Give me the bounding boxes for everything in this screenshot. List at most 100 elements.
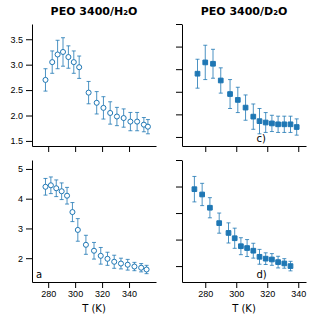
plot-area bbox=[43, 38, 150, 134]
x-tick-label: 280 bbox=[198, 289, 213, 299]
error-bar bbox=[233, 228, 237, 248]
point bbox=[270, 121, 275, 126]
error-bar bbox=[101, 97, 105, 119]
point bbox=[59, 189, 64, 194]
x-tick-label: 280 bbox=[41, 289, 56, 299]
plot-area bbox=[192, 176, 293, 270]
y-tick: 5 bbox=[18, 164, 32, 174]
error-bar bbox=[203, 45, 207, 79]
x-axis: 280300320340 bbox=[183, 282, 307, 299]
error-bar bbox=[92, 242, 96, 259]
error-bar bbox=[135, 112, 139, 130]
point bbox=[139, 265, 144, 270]
x-tick: 320 bbox=[95, 282, 110, 299]
x-axis bbox=[183, 146, 307, 152]
panel-label: d) bbox=[256, 269, 266, 280]
error-bar bbox=[251, 104, 255, 129]
error-bar bbox=[146, 120, 150, 134]
y-tick bbox=[176, 187, 182, 188]
title: PEO 3400/H₂O bbox=[51, 5, 138, 18]
x-tick-mark bbox=[129, 282, 130, 288]
y-tick-mark bbox=[26, 90, 32, 91]
x-tick-mark bbox=[267, 146, 268, 152]
x-axis-line bbox=[183, 146, 307, 147]
y-tick-mark bbox=[176, 266, 182, 267]
y-tick bbox=[176, 240, 182, 241]
y-tick-mark bbox=[176, 114, 182, 115]
error-bar bbox=[139, 264, 143, 272]
y-tick-mark bbox=[26, 258, 32, 259]
point bbox=[60, 49, 65, 54]
x-tick: 300 bbox=[229, 282, 244, 299]
chart-container: 1.52.02.53.03.5PEO 3400/H₂O2803003203402… bbox=[0, 0, 320, 320]
x-axis-line bbox=[33, 146, 157, 147]
error-bar bbox=[128, 112, 132, 130]
error-bar bbox=[84, 235, 88, 254]
y-axis-line bbox=[182, 161, 183, 283]
error-bar bbox=[236, 87, 240, 112]
point bbox=[192, 187, 197, 192]
error-bar bbox=[196, 59, 200, 88]
point bbox=[55, 52, 60, 57]
point bbox=[125, 262, 130, 267]
point bbox=[251, 114, 256, 119]
y-tick-mark bbox=[176, 240, 182, 241]
x-tick-mark bbox=[102, 146, 103, 152]
y-tick bbox=[176, 160, 182, 161]
point bbox=[83, 242, 88, 247]
y-tick: 3 bbox=[18, 224, 32, 234]
y-tick-mark bbox=[176, 160, 182, 161]
chart-svg: 1.52.02.53.03.5PEO 3400/H₂O2803003203402… bbox=[0, 0, 320, 320]
point bbox=[257, 119, 262, 124]
point bbox=[251, 248, 256, 253]
point bbox=[294, 125, 299, 130]
y-tick-label: 1.5 bbox=[10, 136, 23, 146]
x-tick bbox=[102, 146, 103, 152]
x-tick: 300 bbox=[68, 282, 83, 299]
error-bar bbox=[208, 198, 212, 218]
y-tick bbox=[176, 47, 182, 48]
error-bar bbox=[76, 219, 80, 242]
x-axis bbox=[33, 146, 157, 152]
point bbox=[211, 61, 216, 66]
y-tick-mark bbox=[26, 141, 32, 142]
point bbox=[94, 100, 99, 105]
point bbox=[226, 231, 231, 236]
error-bar bbox=[276, 256, 280, 268]
error-bar bbox=[60, 183, 64, 200]
y-tick-mark bbox=[26, 65, 32, 66]
y-tick bbox=[176, 266, 182, 267]
x-tick bbox=[205, 146, 206, 152]
y-tick bbox=[176, 92, 182, 93]
point bbox=[105, 256, 110, 261]
y-axis-line bbox=[32, 161, 33, 283]
y-tick: 4 bbox=[18, 194, 32, 204]
point bbox=[257, 254, 262, 259]
x-tick bbox=[129, 146, 130, 152]
error-bar bbox=[61, 38, 65, 66]
point bbox=[112, 259, 117, 264]
point bbox=[263, 256, 268, 261]
error-bar bbox=[219, 68, 223, 93]
x-axis: 280300320340 bbox=[33, 282, 157, 299]
x-tick bbox=[48, 146, 49, 152]
x-tick-mark bbox=[298, 146, 299, 152]
error-bar bbox=[258, 249, 262, 264]
point bbox=[208, 205, 213, 210]
point bbox=[270, 257, 275, 262]
y-tick-mark bbox=[176, 24, 182, 25]
point bbox=[232, 236, 237, 241]
x-tick-mark bbox=[75, 146, 76, 152]
point bbox=[86, 90, 91, 95]
error-bar bbox=[200, 183, 204, 205]
title: PEO 3400/D₂O bbox=[201, 5, 288, 18]
y-tick-label: 5 bbox=[18, 164, 23, 174]
x-tick: 280 bbox=[198, 282, 213, 299]
y-tick-label: 4 bbox=[18, 194, 23, 204]
point bbox=[121, 116, 126, 121]
point bbox=[145, 124, 150, 129]
point bbox=[108, 110, 113, 115]
error-bar bbox=[239, 238, 243, 255]
y-axis bbox=[176, 161, 183, 283]
x-axis-line bbox=[183, 282, 307, 283]
